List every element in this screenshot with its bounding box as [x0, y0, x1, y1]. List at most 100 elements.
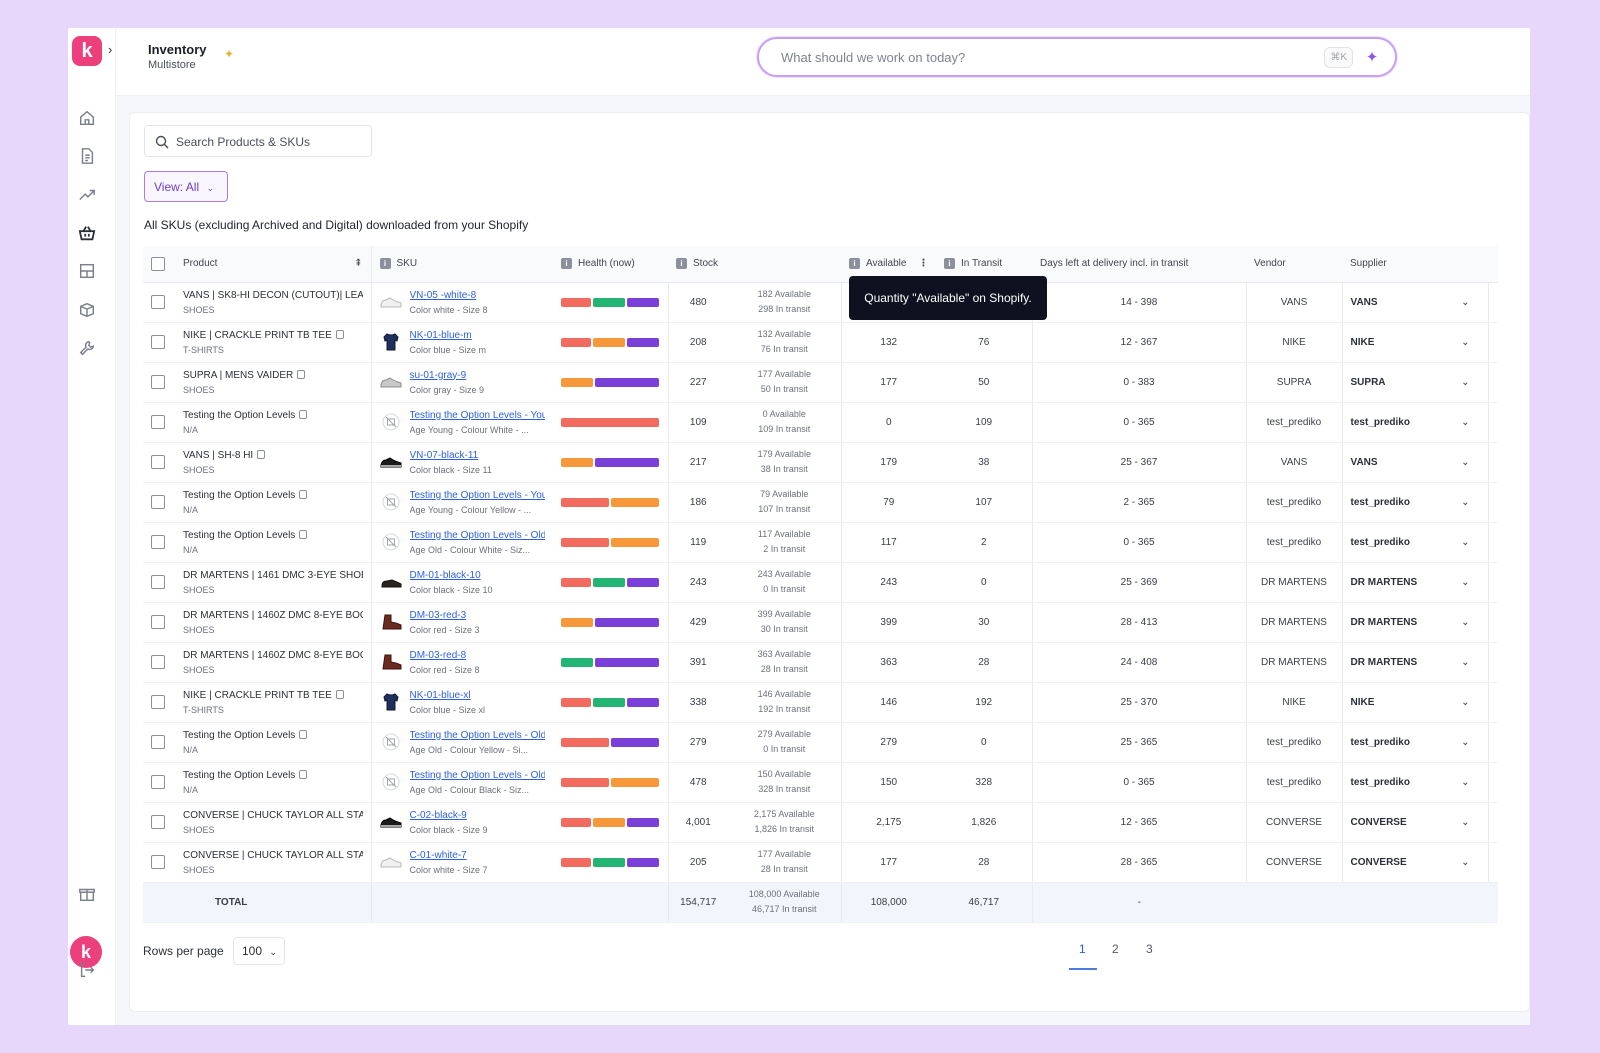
supplier-select[interactable]: test_prediko ⌄	[1350, 776, 1470, 788]
sku-link[interactable]: Testing the Option Levels - Old / Black	[409, 769, 546, 781]
table-row[interactable]: Testing the Option Levels N/A Testing th…	[143, 762, 1499, 803]
sku-link[interactable]: Testing the Option Levels - Young / Yell…	[409, 489, 546, 501]
row-checkbox[interactable]	[151, 375, 165, 389]
table-row[interactable]: DR MARTENS | 1461 DMC 3-EYE SHOE SHOES D…	[143, 562, 1499, 603]
supplier-select[interactable]: CONVERSE ⌄	[1350, 816, 1470, 828]
supplier-select[interactable]: test_prediko ⌄	[1350, 496, 1470, 508]
sku-link[interactable]: Testing the Option Levels - Young / Whit…	[409, 409, 546, 421]
home-icon[interactable]	[77, 108, 97, 128]
col-product[interactable]: Product ⇞	[175, 246, 372, 283]
row-checkbox[interactable]	[151, 815, 165, 829]
sku-link[interactable]: Testing the Option Levels - Old / Yellow	[409, 729, 546, 741]
table-row[interactable]: NIKE | CRACKLE PRINT TB TEE T-SHIRTS NK-…	[143, 682, 1499, 723]
row-checkbox[interactable]	[151, 775, 165, 789]
supplier-select[interactable]: test_prediko ⌄	[1350, 536, 1470, 548]
view-dropdown[interactable]: View: All ⌄	[144, 171, 228, 202]
col-sku[interactable]: i SKU	[371, 246, 553, 283]
row-checkbox[interactable]	[151, 335, 165, 349]
logout-icon[interactable]	[77, 960, 97, 980]
sku-link[interactable]: NK-01-blue-xl	[409, 689, 471, 701]
sku-link[interactable]: C-02-black-9	[409, 809, 467, 821]
ai-sparkle-icon[interactable]: ✦	[1365, 49, 1379, 66]
table-row[interactable]: DR MARTENS | 1460Z DMC 8-EYE BOOT SHOES …	[143, 602, 1499, 643]
sku-link[interactable]: NK-01-blue-m	[409, 329, 472, 341]
copy-icon[interactable]	[299, 490, 308, 500]
sku-link[interactable]: VN-07-black-11	[409, 449, 479, 461]
wrench-icon[interactable]	[77, 338, 97, 358]
table-row[interactable]: Testing the Option Levels N/A Testing th…	[143, 482, 1499, 523]
sku-link[interactable]: C-01-white-7	[409, 849, 467, 861]
select-all-cell[interactable]	[143, 246, 175, 283]
app-logo[interactable]: k	[72, 36, 102, 66]
search-input[interactable]: Search Products & SKUs	[144, 125, 372, 157]
row-checkbox[interactable]	[151, 735, 165, 749]
document-icon[interactable]	[77, 146, 97, 166]
sku-link[interactable]: Testing the Option Levels - Old / White	[409, 529, 546, 541]
table-row[interactable]: CONVERSE | CHUCK TAYLOR ALL STAR SHOES C…	[143, 842, 1499, 883]
row-checkbox[interactable]	[151, 615, 165, 629]
row-checkbox[interactable]	[151, 455, 165, 469]
rows-per-page-select[interactable]: 100 ⌄	[233, 937, 285, 965]
basket-icon[interactable]	[77, 223, 97, 243]
copy-icon[interactable]	[257, 450, 266, 460]
page-3-button[interactable]: 3	[1146, 942, 1153, 956]
row-checkbox[interactable]	[151, 295, 165, 309]
sku-link[interactable]: su-01-gray-9	[409, 369, 467, 381]
sku-link[interactable]: DM-03-red-8	[409, 649, 467, 661]
ai-command-input[interactable]: What should we work on today? ⌘K ✦	[757, 37, 1397, 77]
supplier-select[interactable]: DR MARTENS ⌄	[1350, 616, 1470, 628]
copy-icon[interactable]	[335, 330, 344, 340]
row-checkbox[interactable]	[151, 695, 165, 709]
gift-icon[interactable]	[77, 884, 97, 904]
col-health[interactable]: i Health (now)	[553, 246, 668, 283]
row-checkbox[interactable]	[151, 655, 165, 669]
table-row[interactable]: DR MARTENS | 1460Z DMC 8-EYE BOOT SHOES …	[143, 642, 1499, 683]
table-row[interactable]: Testing the Option Levels N/A Testing th…	[143, 722, 1499, 763]
col-stock[interactable]: i Stock	[668, 246, 842, 283]
copy-icon[interactable]	[335, 690, 344, 700]
chevron-right-icon[interactable]: ›	[108, 42, 113, 57]
table-row[interactable]: SUPRA | MENS VAIDER SHOES su-01-gray-9 C…	[143, 362, 1499, 403]
layout-icon[interactable]	[77, 261, 97, 281]
supplier-select[interactable]: DR MARTENS ⌄	[1350, 576, 1470, 588]
supplier-select[interactable]: NIKE ⌄	[1350, 336, 1470, 348]
table-row[interactable]: VANS | SK8-HI DECON (CUTOUT)| LEATHER SH…	[143, 282, 1499, 323]
row-checkbox[interactable]	[151, 415, 165, 429]
copy-icon[interactable]	[299, 410, 308, 420]
row-checkbox[interactable]	[151, 535, 165, 549]
copy-icon[interactable]	[297, 370, 306, 380]
copy-icon[interactable]	[299, 730, 308, 740]
table-row[interactable]: Testing the Option Levels N/A Testing th…	[143, 522, 1499, 563]
sku-link[interactable]: DM-01-black-10	[409, 569, 481, 581]
row-checkbox[interactable]	[151, 855, 165, 869]
supplier-select[interactable]: test_prediko ⌄	[1350, 736, 1470, 748]
col-supplier[interactable]: Supplier	[1342, 246, 1489, 283]
sku-link[interactable]: VN-05 -white-8	[409, 289, 477, 301]
table-row[interactable]: CONVERSE | CHUCK TAYLOR ALL STAR SHOES C…	[143, 802, 1499, 843]
row-checkbox[interactable]	[151, 495, 165, 509]
sku-link[interactable]: DM-03-red-3	[409, 609, 467, 621]
trend-up-icon[interactable]	[77, 185, 97, 205]
supplier-select[interactable]: VANS ⌄	[1350, 456, 1470, 468]
package-icon[interactable]	[77, 300, 97, 320]
col-vendor[interactable]: Vendor	[1246, 246, 1343, 283]
supplier-select[interactable]: VANS ⌄	[1350, 296, 1470, 308]
supplier-select[interactable]: CONVERSE ⌄	[1350, 856, 1470, 868]
table-row[interactable]: Testing the Option Levels N/A Testing th…	[143, 402, 1499, 443]
table-row[interactable]: VANS | SH-8 HI SHOES VN-07-black-11 Colo…	[143, 442, 1499, 483]
supplier-select[interactable]: SUPRA ⌄	[1350, 376, 1470, 388]
supplier-select[interactable]: NIKE ⌄	[1350, 696, 1470, 708]
page-2-button[interactable]: 2	[1112, 942, 1119, 956]
col-days-left[interactable]: Days left at delivery incl. in transit	[1032, 246, 1247, 283]
select-all-checkbox[interactable]	[151, 256, 165, 271]
supplier-select[interactable]: DR MARTENS ⌄	[1350, 656, 1470, 668]
avatar[interactable]: k	[70, 936, 102, 968]
supplier-select[interactable]: test_prediko ⌄	[1350, 416, 1470, 428]
page-1-button[interactable]: 1	[1079, 942, 1086, 956]
copy-icon[interactable]	[299, 530, 308, 540]
copy-icon[interactable]	[299, 770, 308, 780]
row-checkbox[interactable]	[151, 575, 165, 589]
table-row[interactable]: NIKE | CRACKLE PRINT TB TEE T-SHIRTS NK-…	[143, 322, 1499, 363]
kebab-menu-icon[interactable]: ⋮	[918, 258, 929, 270]
pin-icon[interactable]: ⇞	[354, 258, 363, 270]
